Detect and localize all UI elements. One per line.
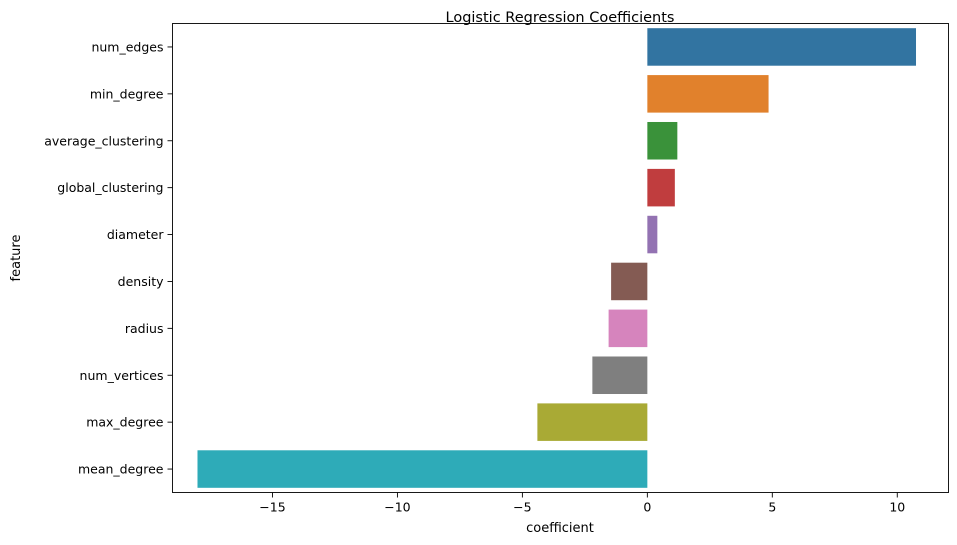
bar-average_clustering [647,121,678,160]
x-tick-label: −15 [259,500,285,515]
x-tick-label: −10 [384,500,410,515]
x-tick-label: −5 [513,500,531,515]
x-tick-label: 10 [889,500,905,515]
y-tick-label: mean_degree [78,462,164,477]
bar-global_clustering [647,168,675,207]
x-tick-label: 0 [643,500,651,515]
y-tick-label: min_degree [90,86,164,101]
y-tick-label: max_degree [86,415,164,430]
plot-frame [172,23,949,493]
y-axis-label: feature [9,235,24,282]
bar-radius [608,309,648,348]
bar-mean_degree [197,450,648,488]
y-tick-label: density [118,274,164,289]
bar-min_degree [647,75,769,113]
x-tick-label: 5 [768,500,776,515]
bars-group [197,28,917,488]
bar-diameter [647,215,658,254]
bar-num_vertices [592,356,648,395]
y-tick-label: num_edges [91,39,163,54]
bar-max_degree [537,403,648,441]
y-tick-label: radius [125,321,164,336]
y-axis-ticks: num_edges min_degree average_clusteringglo… [44,39,173,477]
y-tick-label: diameter [107,227,165,242]
bar-density [611,262,648,301]
bar-num_edges [647,28,917,66]
x-axis-label: coefficient [526,521,594,536]
y-tick-label: global_clustering [57,180,163,195]
x-axis-ticks: −15 −10 −5 0 5 10 [259,492,905,515]
chart-title: Logistic Regression Coefficients [446,10,675,26]
y-tick-label: num_vertices [80,368,164,383]
y-tick-label: average_clustering [44,133,163,148]
